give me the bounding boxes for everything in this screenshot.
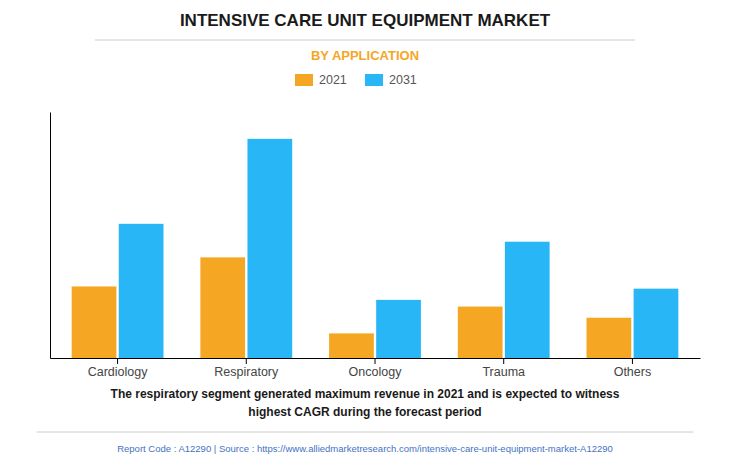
- x-tick-label: Cardiology: [88, 365, 149, 379]
- x-tick-mark: [632, 358, 633, 364]
- divider: [37, 432, 694, 433]
- legend-swatch: [295, 74, 313, 86]
- bar: [376, 300, 421, 358]
- x-tick-mark: [503, 358, 504, 364]
- annotation: The respiratory segment generated maximu…: [111, 387, 620, 401]
- bar: [72, 286, 117, 358]
- subtitle: BY APPLICATION: [311, 48, 419, 63]
- x-axis: Cardiology Respiratory Oncology Trauma Other…: [51, 358, 701, 379]
- x-tick-mark: [246, 358, 247, 364]
- x-tick-label: Oncology: [349, 365, 403, 379]
- bar: [458, 307, 503, 358]
- legend: 2021 2031: [295, 73, 417, 87]
- legend-item: 2031: [365, 73, 417, 87]
- legend-item: 2021: [295, 73, 347, 87]
- plot: Cardiology Respiratory Oncology Trauma Other…: [51, 113, 701, 379]
- y-axis-line: [50, 113, 51, 359]
- bar: [200, 257, 245, 358]
- x-tick: Respiratory: [214, 358, 279, 379]
- bar: [329, 333, 374, 358]
- footer: Report Code : A12290 | Source : https://…: [117, 443, 613, 454]
- separator: [95, 40, 635, 41]
- y-axis: [50, 113, 51, 359]
- x-tick-label: Respiratory: [214, 365, 279, 379]
- chart: INTENSIVE CARE UNIT EQUIPMENT MARKET BY A…: [0, 0, 730, 473]
- legend-swatch: [365, 74, 383, 86]
- x-tick: Others: [614, 358, 652, 379]
- title: INTENSIVE CARE UNIT EQUIPMENT MARKET: [180, 11, 551, 30]
- bar: [119, 224, 164, 358]
- legend-label: 2021: [319, 73, 347, 87]
- x-tick-label: Trauma: [482, 365, 525, 379]
- bar: [247, 139, 292, 358]
- bar: [587, 318, 632, 358]
- legend-label: 2031: [389, 73, 417, 87]
- bar: [505, 242, 550, 358]
- x-tick-mark: [117, 358, 118, 364]
- x-tick-mark: [375, 358, 376, 364]
- x-tick-label: Others: [614, 365, 652, 379]
- bar: [634, 289, 679, 358]
- x-tick: Oncology: [349, 358, 403, 379]
- bars: [72, 139, 679, 358]
- annotation: highest CAGR during the forecast period: [248, 405, 481, 419]
- x-tick: Trauma: [482, 358, 525, 379]
- x-tick: Cardiology: [88, 358, 149, 379]
